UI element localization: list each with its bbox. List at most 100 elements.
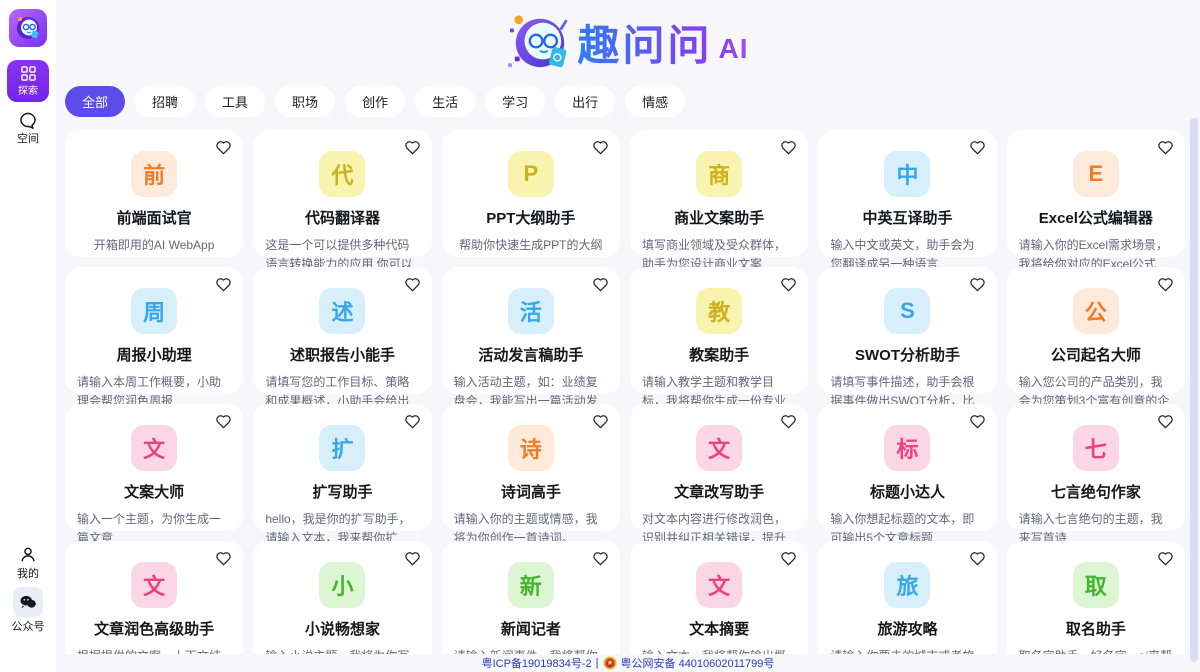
- assistant-avatar: 文: [131, 562, 178, 608]
- assistant-card[interactable]: 商 商业文案助手 填写商业领域及受众群体，助手为您设计商业文案: [629, 130, 809, 271]
- category-tab-8[interactable]: 情感: [625, 86, 686, 117]
- assistant-card[interactable]: 标 标题小达人 输入你想起标题的文本，即可输出5个文章标题: [818, 404, 997, 545]
- brand-title: 趣问问: [577, 12, 712, 73]
- app-logo[interactable]: [9, 9, 47, 47]
- assistant-card[interactable]: 新 新闻记者 请输入新闻事件，我将帮你创作一篇新闻: [441, 541, 620, 672]
- favorite-heart-icon[interactable]: [780, 413, 797, 429]
- favorite-heart-icon[interactable]: [1157, 139, 1174, 155]
- assistant-card[interactable]: 文 文章润色高级助手 根据提供的文案，上下文结合进行润色: [65, 541, 244, 672]
- favorite-heart-icon[interactable]: [215, 139, 232, 155]
- favorite-heart-icon[interactable]: [969, 413, 986, 429]
- assistant-title: 中英互译助手: [862, 210, 953, 227]
- category-tab-1[interactable]: 招聘: [135, 86, 196, 117]
- main-content: 趣问问 AI 全部 招聘 工具 职场 创作 生活 学习 出行 情感 前 前端面试官 开箱即用的A…: [56, 0, 1200, 672]
- favorite-heart-icon[interactable]: [592, 139, 609, 155]
- assistant-title: 前端面试官: [116, 210, 192, 227]
- favorite-heart-icon[interactable]: [780, 550, 797, 566]
- assistant-card[interactable]: 文 文案大师 输入一个主题，为你生成一篇文章: [65, 404, 244, 545]
- favorite-heart-icon[interactable]: [215, 550, 232, 566]
- assistant-card[interactable]: 七 七言绝句作家 请输入七言绝句的主题，我来写首诗: [1006, 404, 1185, 545]
- assistant-avatar: 教: [696, 288, 743, 334]
- assistant-card[interactable]: 文 文本摘要 输入文本，我将帮你输出概要: [629, 541, 809, 672]
- assistant-avatar: 旅: [884, 562, 931, 608]
- favorite-heart-icon[interactable]: [592, 276, 609, 292]
- sidebar-item-explore[interactable]: 探索: [7, 60, 49, 102]
- assistant-card[interactable]: 中 中英互译助手 输入中文或英文，助手会为您翻译成另一种语言: [818, 130, 997, 271]
- footer: 粤ICP备19019834号-2 | 粤公网安备 44010602011799号: [56, 654, 1200, 672]
- category-tab-6[interactable]: 学习: [485, 86, 546, 117]
- assistant-avatar: 新: [507, 562, 554, 608]
- icp-link[interactable]: 粤ICP备19019834号-2: [481, 658, 592, 670]
- category-tab-3[interactable]: 职场: [275, 86, 336, 117]
- assistant-card[interactable]: 前 前端面试官 开箱即用的AI WebApp: [65, 130, 244, 257]
- assistant-title: 旅游攻略: [877, 621, 938, 638]
- assistant-title: 取名助手: [1065, 621, 1126, 638]
- assistant-card[interactable]: P PPT大纲助手 帮助你快速生成PPT的大纲: [441, 130, 620, 257]
- favorite-heart-icon[interactable]: [592, 550, 609, 566]
- assistant-title: 文本摘要: [689, 621, 750, 638]
- sidebar-item-mine[interactable]: 我的: [17, 546, 39, 581]
- sidebar-mine-label: 我的: [17, 568, 39, 580]
- assistant-title: 文案大师: [124, 484, 185, 501]
- sidebar-item-official-account[interactable]: 公众号: [12, 587, 45, 634]
- assistant-card[interactable]: 小 小说畅想家 输入小说主题，我将为你写一篇小说: [253, 541, 432, 672]
- assistant-card[interactable]: 教 教案助手 请输入教学主题和教学目标，我将帮你生成一份专业的教案: [629, 267, 809, 426]
- category-tab-0[interactable]: 全部: [65, 86, 126, 117]
- assistant-avatar-glyph: 周: [143, 300, 166, 325]
- assistant-card[interactable]: 代 代码翻译器 这是一个可以提供多种代码语言转换能力的应用,你可以输入你希望转换…: [253, 130, 432, 289]
- favorite-heart-icon[interactable]: [969, 139, 986, 155]
- favorite-heart-icon[interactable]: [780, 276, 797, 292]
- assistant-card[interactable]: 周 周报小助理 请输入本周工作概要，小助理会帮您润色周报: [65, 267, 244, 408]
- assistant-card[interactable]: 述 述职报告小能手 请填写您的工作目标、策略和成果概述，小助手会给出供您参考的述…: [253, 267, 432, 426]
- assistant-avatar-glyph: 取: [1084, 574, 1107, 599]
- favorite-heart-icon[interactable]: [1157, 276, 1174, 292]
- favorite-heart-icon[interactable]: [404, 550, 421, 566]
- assistant-card[interactable]: 诗 诗词高手 请输入你的主题或情感，我将为你创作一首诗词。: [441, 404, 620, 545]
- assistant-card[interactable]: E Excel公式编辑器 请输入你的Excel需求场景，我将给你对应的Excel…: [1006, 130, 1185, 271]
- police-record-link[interactable]: 粤公网安备 44010602011799号: [620, 658, 775, 670]
- favorite-heart-icon[interactable]: [215, 413, 232, 429]
- assistant-title: 标题小达人: [869, 484, 945, 501]
- chat-bubble-icon: [19, 112, 36, 129]
- favorite-heart-icon[interactable]: [969, 550, 986, 566]
- assistant-card[interactable]: 公 公司起名大师 输入您公司的产品类别，我会为您策划3个富有创意的企业名称: [1006, 267, 1185, 426]
- category-tab-5[interactable]: 生活: [415, 86, 476, 117]
- assistant-avatar-glyph: 活: [519, 300, 542, 325]
- favorite-heart-icon[interactable]: [780, 139, 797, 155]
- assistant-title: 小说畅想家: [304, 621, 380, 638]
- sidebar-item-space[interactable]: 空间: [17, 112, 39, 146]
- assistant-card[interactable]: 文 文章改写助手 对文本内容进行修改润色，识别并纠正相关错误，提升文章质量。: [629, 404, 809, 563]
- assistant-avatar-glyph: 旅: [896, 574, 919, 599]
- category-tab-4[interactable]: 创作: [345, 86, 406, 117]
- sidebar-official-label: 公众号: [11, 621, 45, 633]
- favorite-heart-icon[interactable]: [215, 276, 232, 292]
- favorite-heart-icon[interactable]: [404, 139, 421, 155]
- assistant-avatar: 文: [696, 425, 743, 471]
- assistant-card[interactable]: 扩 扩写助手 hello，我是你的扩写助手，请输入文本，我来帮你扩写。: [253, 404, 432, 563]
- assistant-title: 述职报告小能手: [289, 347, 395, 364]
- sidebar-bottom: 我的 公众号: [12, 546, 45, 634]
- assistant-avatar-glyph: 扩: [331, 437, 354, 462]
- favorite-heart-icon[interactable]: [592, 413, 609, 429]
- assistant-avatar: S: [884, 288, 931, 334]
- assistant-card[interactable]: S SWOT分析助手 请填写事件描述，助手会根据事件做出SWOT分析，比如“翻译…: [818, 267, 997, 426]
- favorite-heart-icon[interactable]: [1157, 550, 1174, 566]
- assistant-avatar: 代: [319, 151, 366, 197]
- assistant-avatar-glyph: E: [1088, 161, 1104, 186]
- assistant-card[interactable]: 取 取名助手 取名字助手，好名字，ai来帮你: [1006, 541, 1185, 672]
- assistant-card[interactable]: 活 活动发言稿助手 输入活动主题，如：业绩复盘会，我能写出一篇活动发言稿哦: [441, 267, 620, 426]
- favorite-heart-icon[interactable]: [404, 413, 421, 429]
- assistant-title: 新闻记者: [500, 621, 561, 638]
- favorite-heart-icon[interactable]: [404, 276, 421, 292]
- vertical-scrollbar[interactable]: [1190, 118, 1198, 662]
- category-tab-7[interactable]: 出行: [555, 86, 616, 117]
- assistant-card[interactable]: 旅 旅游攻略 请输入你要去的城市或者旅游的路线: [818, 541, 997, 672]
- assistant-avatar-glyph: P: [523, 161, 539, 186]
- assistant-title: 诗词高手: [500, 484, 561, 501]
- assistant-title: 文章润色高级助手: [94, 621, 215, 638]
- category-tab-2[interactable]: 工具: [205, 86, 266, 117]
- favorite-heart-icon[interactable]: [969, 276, 986, 292]
- assistant-desc: 帮助你快速生成PPT的大纲: [459, 238, 603, 252]
- assistant-title: PPT大纲助手: [486, 210, 576, 227]
- favorite-heart-icon[interactable]: [1157, 413, 1174, 429]
